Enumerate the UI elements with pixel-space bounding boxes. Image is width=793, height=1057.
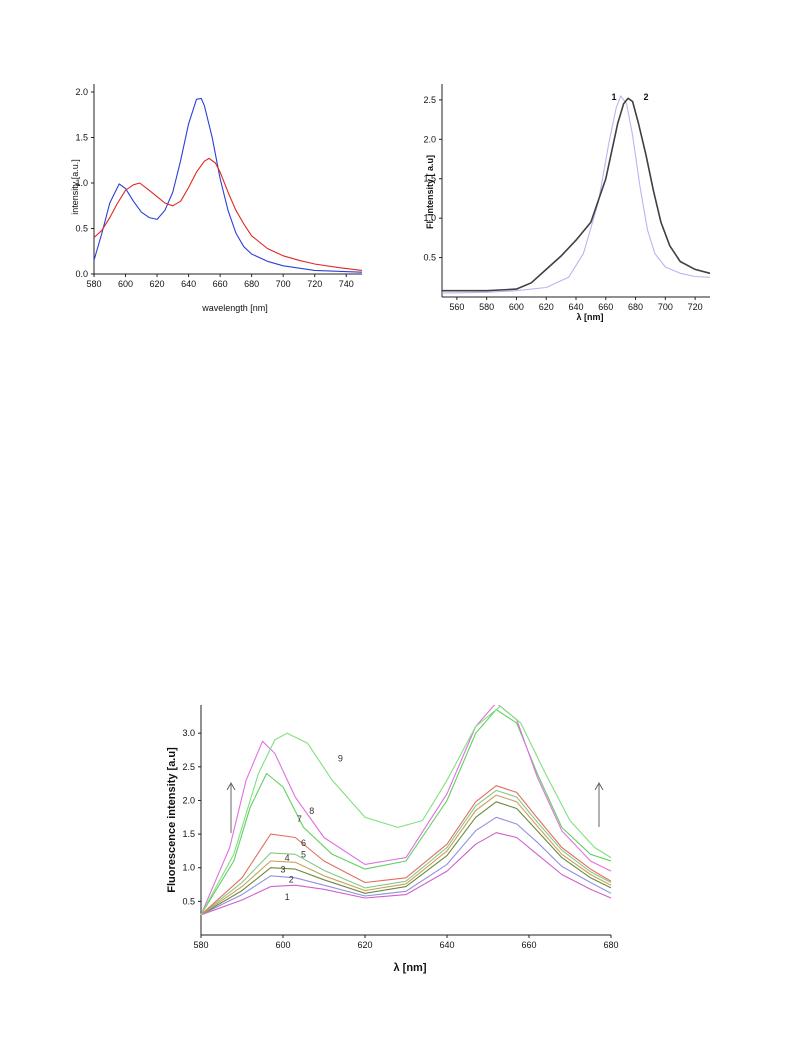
x-tick-label: 580 [479,302,494,312]
curve-label-9: 9 [338,753,343,763]
x-tick-label: 580 [193,940,208,950]
series-1-line [441,95,711,294]
x-tick-label: 680 [603,940,618,950]
curve-label-4: 4 [285,853,290,863]
curve-label-3: 3 [280,864,285,874]
y-tick-label: 1.0 [75,178,88,188]
x-tick-label: 620 [150,279,165,289]
x-tick-label: 740 [339,279,354,289]
curve-label-6: 6 [301,838,306,848]
chart-a-xlabel: wavelength [nm] [201,303,268,313]
series-9-line [200,705,612,916]
curve-label-1: 1 [611,92,616,102]
y-tick-label: 2.0 [423,134,436,144]
curve-label-7: 7 [297,814,302,824]
chart-b-ylabel: Fl. intensity [ a.u] [425,155,435,229]
chart-a: 580 600 620 640 660 680 700 720 740 0.0 0.5 1.0 1.5 2… [70,84,363,313]
y-tick-label: 2.0 [75,87,88,97]
x-tick-label: 660 [213,279,228,289]
x-tick-label: 680 [244,279,259,289]
x-tick-label: 640 [181,279,196,289]
x-tick-label: 700 [276,279,291,289]
series-1-line [200,832,612,916]
series-2-line [442,97,711,292]
x-tick-label: 600 [118,279,133,289]
x-tick-label: 620 [357,940,372,950]
x-tick-label: 640 [568,302,583,312]
curve-label-1: 1 [285,892,290,902]
y-tick-label: 0.5 [423,253,436,263]
x-tick-label: 660 [521,940,536,950]
y-tick-label: 1.0 [423,213,436,223]
increase-arrow-head-icon [226,781,236,791]
series-6-line [200,785,612,916]
x-tick-label: 720 [688,302,703,312]
series-4-line [200,794,612,916]
x-tick-label: 720 [307,279,322,289]
series-7-line [200,709,612,916]
x-tick-label: 660 [598,302,613,312]
y-tick-label: 1.0 [182,863,195,873]
x-tick-label: 700 [658,302,673,312]
y-tick-label: 2.5 [423,95,436,105]
chart-c-ylabel: Fluorescence intensity [a.u] [166,747,178,893]
chart-a-ylabel: intensity [a.u.] [70,159,80,215]
y-tick-label: 0.0 [75,269,88,279]
y-tick-label: 0.5 [75,224,88,234]
series-3-line [200,801,612,916]
y-tick-label: 0.5 [182,896,195,906]
y-tick-label: 2.5 [182,762,195,772]
series-5-line [200,789,612,916]
x-tick-label: 600 [275,940,290,950]
y-tick-label: 1.5 [182,829,195,839]
chart-b-xlabel: λ [nm] [577,312,604,322]
y-tick-label: 1.5 [423,174,436,184]
curve-label-2: 2 [643,92,648,102]
y-tick-label: 1.5 [75,133,88,143]
x-tick-label: 580 [86,279,101,289]
series-2-line [93,157,363,271]
chart-c: 580 600 620 640 660 680 0.5 1.0 1.5 2.0 2.5 3.0 1 234… [166,705,619,974]
y-tick-label: 3.0 [182,728,195,738]
x-tick-label: 560 [449,302,464,312]
chart-c-xlabel: λ [nm] [394,962,427,974]
curve-label-8: 8 [309,806,314,816]
x-tick-label: 640 [439,940,454,950]
x-tick-label: 680 [628,302,643,312]
increase-arrow-head-icon [594,781,604,791]
x-tick-label: 600 [509,302,524,312]
x-tick-label: 620 [539,302,554,312]
series-8-line [200,705,612,916]
series-1-line [93,97,363,273]
curve-label-5: 5 [301,850,306,860]
series-2-line [200,816,612,916]
y-tick-label: 2.0 [182,795,195,805]
chart-b: 560 580 600 620 640 660 680 700 720 0.5 1.0 1.5 2.0 2… [423,84,711,322]
curve-label-2: 2 [289,875,294,885]
